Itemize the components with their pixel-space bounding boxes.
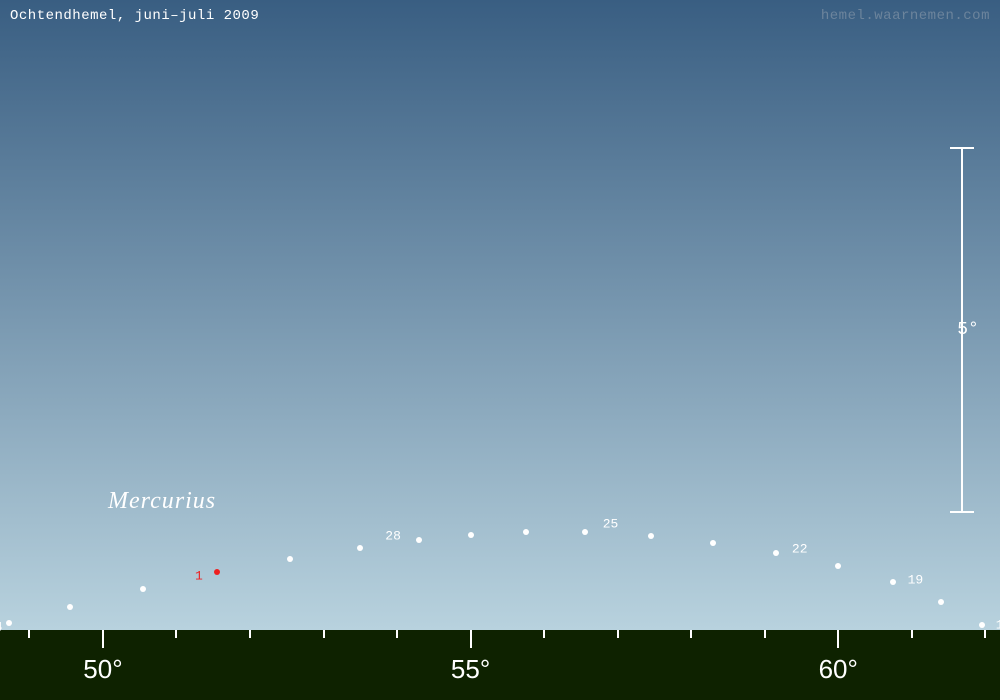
axis-minor-tick bbox=[543, 630, 545, 638]
sky-gradient bbox=[0, 0, 1000, 630]
axis-minor-tick bbox=[249, 630, 251, 638]
track-dot-label: 19 bbox=[908, 573, 924, 588]
axis-minor-tick bbox=[984, 630, 986, 638]
track-dot-label: 1 bbox=[195, 569, 203, 584]
track-dot bbox=[890, 579, 896, 585]
scalebar-line bbox=[950, 511, 974, 513]
track-dot bbox=[979, 622, 985, 628]
track-dot-label: 28 bbox=[385, 529, 401, 544]
chart-title: Ochtendhemel, juni–juli 2009 bbox=[10, 8, 259, 24]
track-dot-label: 22 bbox=[792, 542, 808, 557]
track-dot-label: 4 bbox=[0, 620, 3, 635]
track-dot bbox=[6, 620, 12, 626]
track-dot bbox=[648, 533, 654, 539]
track-dot bbox=[214, 569, 220, 575]
track-dot bbox=[468, 532, 474, 538]
axis-major-tick bbox=[837, 630, 839, 648]
axis-minor-tick bbox=[396, 630, 398, 638]
track-dot bbox=[523, 529, 529, 535]
track-dot bbox=[582, 529, 588, 535]
axis-minor-tick bbox=[690, 630, 692, 638]
sky-chart: Ochtendhemel, juni–juli 2009 hemel.waarn… bbox=[0, 0, 1000, 700]
track-dot bbox=[416, 537, 422, 543]
axis-major-tick bbox=[102, 630, 104, 648]
track-dot bbox=[287, 556, 293, 562]
axis-major-tick bbox=[470, 630, 472, 648]
track-dot bbox=[357, 545, 363, 551]
track-dot bbox=[835, 563, 841, 569]
track-dot bbox=[773, 550, 779, 556]
track-dot-label: 25 bbox=[603, 517, 619, 532]
scalebar-line bbox=[950, 147, 974, 149]
axis-label: 50° bbox=[83, 654, 122, 685]
track-dot bbox=[67, 604, 73, 610]
axis-label: 55° bbox=[451, 654, 490, 685]
axis-minor-tick bbox=[911, 630, 913, 638]
axis-minor-tick bbox=[617, 630, 619, 638]
track-dot bbox=[140, 586, 146, 592]
axis-minor-tick bbox=[764, 630, 766, 638]
axis-label: 60° bbox=[819, 654, 858, 685]
scalebar-label: 5° bbox=[957, 320, 979, 340]
axis-minor-tick bbox=[323, 630, 325, 638]
chart-source: hemel.waarnemen.com bbox=[821, 8, 990, 24]
track-dot bbox=[710, 540, 716, 546]
planet-label: Mercurius bbox=[108, 488, 216, 515]
axis-minor-tick bbox=[28, 630, 30, 638]
track-dot-label: 16 bbox=[996, 618, 1000, 633]
axis-minor-tick bbox=[175, 630, 177, 638]
track-dot bbox=[938, 599, 944, 605]
